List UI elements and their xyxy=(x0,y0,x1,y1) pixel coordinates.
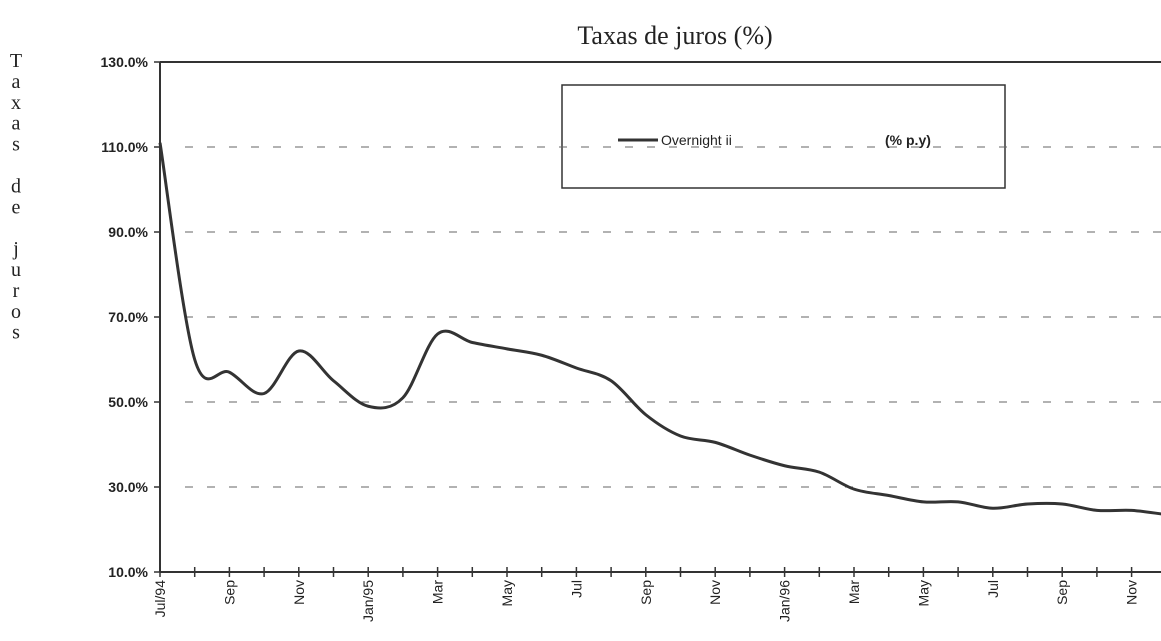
legend-label: Overnight ii xyxy=(661,132,732,148)
y-tick-label: 30.0% xyxy=(108,479,148,495)
y-tick-label: 90.0% xyxy=(108,224,148,240)
y-tick-label: 130.0% xyxy=(101,54,149,70)
x-tick-label: Jul/94 xyxy=(152,580,168,618)
legend-box xyxy=(561,84,1006,189)
y-tick-label: 70.0% xyxy=(108,309,148,325)
x-tick-label: Mar xyxy=(430,580,446,604)
x-tick-label: May xyxy=(499,580,515,606)
y-tick-label: 10.0% xyxy=(108,564,148,580)
y-tick-label: 50.0% xyxy=(108,394,148,410)
chart-title: Taxas de juros (%) xyxy=(577,21,772,50)
legend-unit: (% p.y) xyxy=(885,132,931,148)
x-tick-label: May xyxy=(915,580,931,606)
x-tick-label: Sep xyxy=(221,580,237,605)
x-tick-label: Jul xyxy=(568,580,584,598)
x-tick-label: Mar xyxy=(846,580,862,604)
line-series xyxy=(158,142,1161,516)
x-tick-label: Nov xyxy=(1124,580,1140,605)
x-tick-label: Jan/95 xyxy=(360,580,376,622)
x-tick-label: Jan/96 xyxy=(777,580,793,622)
x-tick-label: Sep xyxy=(1054,580,1070,605)
x-tick-label: Nov xyxy=(291,580,307,605)
x-tick-label: Sep xyxy=(638,580,654,605)
x-tick-label: Nov xyxy=(707,580,723,605)
y-tick-label: 110.0% xyxy=(101,139,148,155)
x-tick-label: Jul xyxy=(985,580,1001,598)
